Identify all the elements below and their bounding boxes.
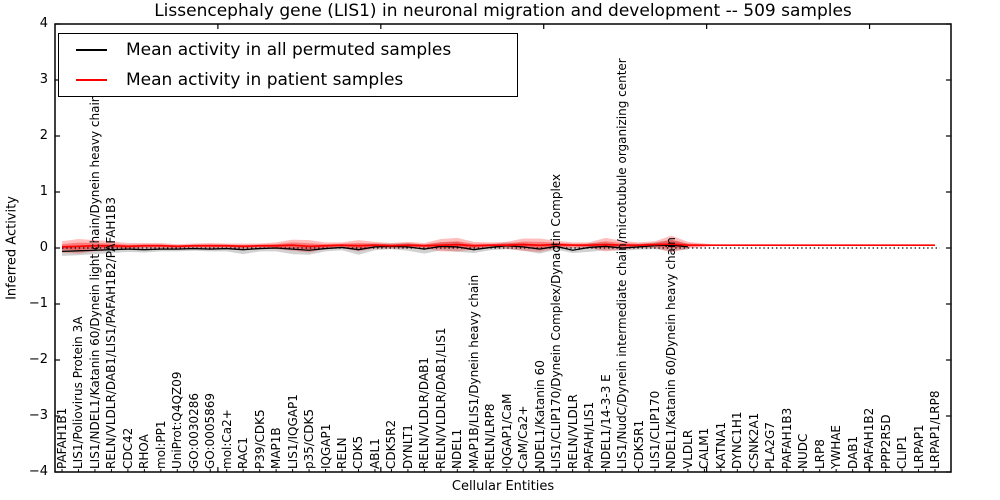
y-tick-label: 4 (39, 16, 48, 31)
y-tick-label: −1 (28, 296, 48, 311)
x-tick-label: PAFAH1B2 (862, 407, 877, 469)
x-tick-label: RELN/VLDLR/DAB1/LIS1/PAFAH1B2/PAFAH1B3 (104, 197, 119, 469)
y-tick-label: −2 (28, 352, 48, 367)
x-tick-label: LRP8 (812, 439, 827, 469)
x-tick-label: VLDLR (680, 429, 695, 469)
x-tick-label: RELN/VLDLR/DAB1 (417, 357, 432, 469)
x-tick-label: p35/CDK5 (302, 408, 317, 469)
x-tick-label: NDEL1/Katanin 60/Dynein heavy chain (664, 237, 679, 469)
x-tick-label: RELN (335, 437, 350, 469)
x-tick-label: LRPAP1 (911, 424, 926, 469)
x-tick-label: CDK5R2 (384, 419, 399, 469)
x-tick-label: CDK5 (351, 435, 366, 469)
x-tick-label: RELN/VLDLR/DAB1/LIS1 (433, 327, 448, 469)
x-tick-label: NUDC (796, 433, 811, 469)
x-tick-label: LIS1/Poliovirus Protein 3A (71, 316, 86, 469)
x-tick-label: CALM1 (697, 427, 712, 469)
permuted-band (62, 239, 688, 256)
legend-label-permuted: Mean activity in all permuted samples (126, 39, 452, 60)
y-axis-label: Inferred Activity (4, 196, 20, 300)
x-axis-label: Cellular Entities (451, 479, 555, 494)
x-tick-label: LIS1/CLIP170/Dynein Complex/Dynactin Com… (549, 173, 564, 469)
x-tick-label: MAP1B (269, 427, 284, 469)
x-tick-label: RELN/LRP8 (483, 403, 498, 469)
x-tick-label: IQGAP1 (318, 423, 333, 469)
x-tick-label: ABL1 (367, 438, 382, 469)
x-tick-label: GO:0030286 (186, 392, 201, 469)
x-tick-label: DYNC1H1 (730, 411, 745, 469)
y-tick-label: 3 (39, 72, 48, 87)
x-tick-label: LIS1/NudC/Dynein intermediate chain/micr… (615, 58, 630, 469)
x-tick-label: KATNA1 (713, 421, 728, 469)
x-tick-label: PLA2G7 (763, 422, 778, 469)
x-tick-label: LIS1/IQGAP1 (285, 394, 300, 469)
x-tick-label: NDEL1/Katanin 60 (532, 360, 547, 469)
legend-label-patient: Mean activity in patient samples (126, 69, 404, 90)
x-tick-label: NDEL1/14-3-3 E (598, 374, 613, 469)
legend-row-permuted: Mean activity in all permuted samples (59, 35, 517, 64)
x-tick-label: NDEL1 (450, 428, 465, 469)
x-tick-label: CDC42 (120, 427, 135, 469)
x-tick-label: CSNK2A1 (746, 412, 761, 469)
x-tick-label: PAFAH/LIS1 (582, 401, 597, 469)
y-tick-label: −4 (28, 464, 48, 479)
x-tick-label: LIS1/NDEL1/Katanin 60/Dynein light chain… (87, 94, 102, 469)
x-tick-label: mol:PP1 (153, 420, 168, 469)
chart-title: Lissencephaly gene (LIS1) in neuronal mi… (154, 1, 852, 21)
x-tick-label: RELN/VLDLR (565, 394, 580, 469)
x-tick-label: LRPAP1/LRP8 (928, 390, 942, 469)
y-tick-label: −3 (28, 408, 48, 423)
legend-row-patient: Mean activity in patient samples (59, 65, 517, 94)
patient-line-swatch (76, 78, 107, 81)
x-tick-label: RHOA (137, 434, 152, 469)
x-tick-label: CaM/Ca2+ (516, 405, 531, 469)
x-tick-label: CLIP1 (895, 435, 910, 469)
x-tick-label: DYNLT1 (400, 424, 415, 469)
y-tick-label: 2 (39, 128, 48, 143)
x-tick-label: PAFAH1B3 (779, 407, 794, 469)
x-tick-label: IQGAP1/CaM (499, 393, 514, 470)
x-tick-label: GO:0005869 (203, 392, 218, 469)
x-tick-label: mol:Ca2+ (219, 409, 234, 469)
x-tick-label: LIS1/CLIP170 (647, 390, 662, 469)
x-tick-label: RAC1 (236, 437, 251, 469)
permuted-line-swatch (76, 48, 107, 51)
x-tick-label: CDK5R1 (631, 419, 646, 469)
y-tick-label: 1 (39, 184, 48, 199)
x-tick-label: PPP2R5D (878, 414, 893, 469)
legend-box: Mean activity in all permuted samples Me… (58, 33, 518, 97)
patient-mean-line (61, 243, 935, 248)
x-tick-label: MAP1B/LIS1/Dynein heavy chain (466, 274, 481, 469)
x-tick-label: P39/CDK5 (252, 409, 267, 469)
x-tick-label: UniProt:Q4QZ09 (170, 371, 185, 469)
x-tick-label: PAFAH1B1 (55, 407, 69, 469)
y-tick-label: 0 (39, 240, 48, 255)
x-tick-label: YWHAE (829, 424, 844, 469)
x-tick-label: DAB1 (845, 435, 860, 469)
permuted-mean-line (61, 244, 688, 253)
plot-border (54, 23, 952, 473)
